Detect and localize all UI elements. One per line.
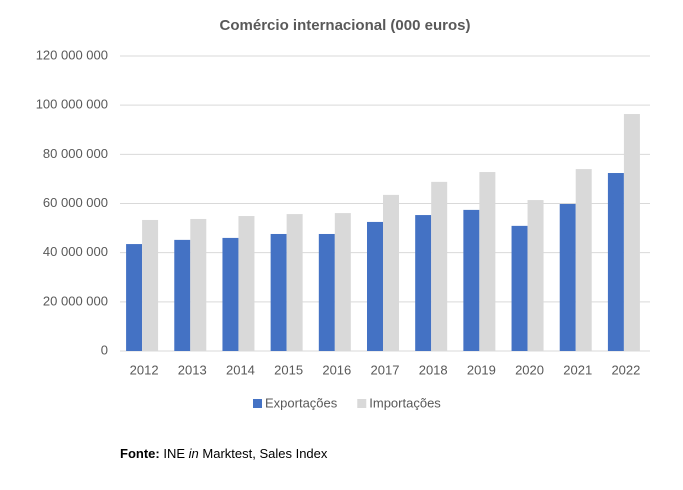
bar xyxy=(575,169,592,351)
bar xyxy=(126,244,143,351)
x-tick-label: 2020 xyxy=(515,362,544,377)
bar xyxy=(527,200,544,351)
x-tick-label: 2016 xyxy=(322,362,351,377)
y-tick-label: 20 000 000 xyxy=(43,293,108,308)
bar xyxy=(463,209,480,351)
bar xyxy=(383,194,399,351)
bar xyxy=(334,213,351,351)
x-tick-label: 2017 xyxy=(371,362,400,377)
bar xyxy=(479,172,496,351)
bar xyxy=(286,214,303,351)
x-tick-label: 2012 xyxy=(130,362,159,377)
x-tick-label: 2022 xyxy=(611,362,640,377)
chart-title: Comércio internacional (000 euros) xyxy=(220,17,471,34)
bar xyxy=(415,215,432,351)
bar xyxy=(511,225,528,351)
bar xyxy=(318,233,335,351)
bar xyxy=(142,219,159,351)
bar xyxy=(222,237,239,351)
bar xyxy=(431,181,448,351)
chart: Comércio internacional (000 euros) 0 20 0… xyxy=(36,17,650,410)
source-label: Fonte: xyxy=(120,446,160,461)
x-tick-label: 2021 xyxy=(563,362,592,377)
legend-label: Exportações xyxy=(265,395,338,410)
bar xyxy=(238,216,255,351)
y-tick-label: 80 000 000 xyxy=(43,146,108,161)
y-tick-label: 120 000 000 xyxy=(36,47,108,62)
legend-label: Importações xyxy=(369,395,441,410)
bar xyxy=(623,114,640,352)
bar xyxy=(174,239,191,351)
source-text: in xyxy=(188,446,199,461)
bar xyxy=(559,203,576,351)
y-tick-label: 60 000 000 xyxy=(43,195,108,210)
bar xyxy=(607,173,624,351)
x-tick-label: 2013 xyxy=(178,362,207,377)
y-tick-label: 100 000 000 xyxy=(36,97,108,112)
x-tick-label: 2014 xyxy=(226,362,255,377)
source-text: Marktest, Sales Index xyxy=(202,446,328,461)
source: Fonte: INE in Marktest, Sales Index xyxy=(120,446,327,461)
bar xyxy=(270,233,287,351)
legend-swatch xyxy=(357,399,367,408)
x-tick-label: 2015 xyxy=(274,362,303,377)
x-tick-label: 2018 xyxy=(419,362,448,377)
x-tick-label: 2019 xyxy=(467,362,496,377)
bar xyxy=(190,218,207,351)
source-text: INE xyxy=(163,446,186,461)
bar xyxy=(367,221,383,351)
y-tick-label: 40 000 000 xyxy=(43,244,108,259)
y-tick-label: 0 xyxy=(101,342,108,357)
legend-swatch xyxy=(253,399,262,408)
